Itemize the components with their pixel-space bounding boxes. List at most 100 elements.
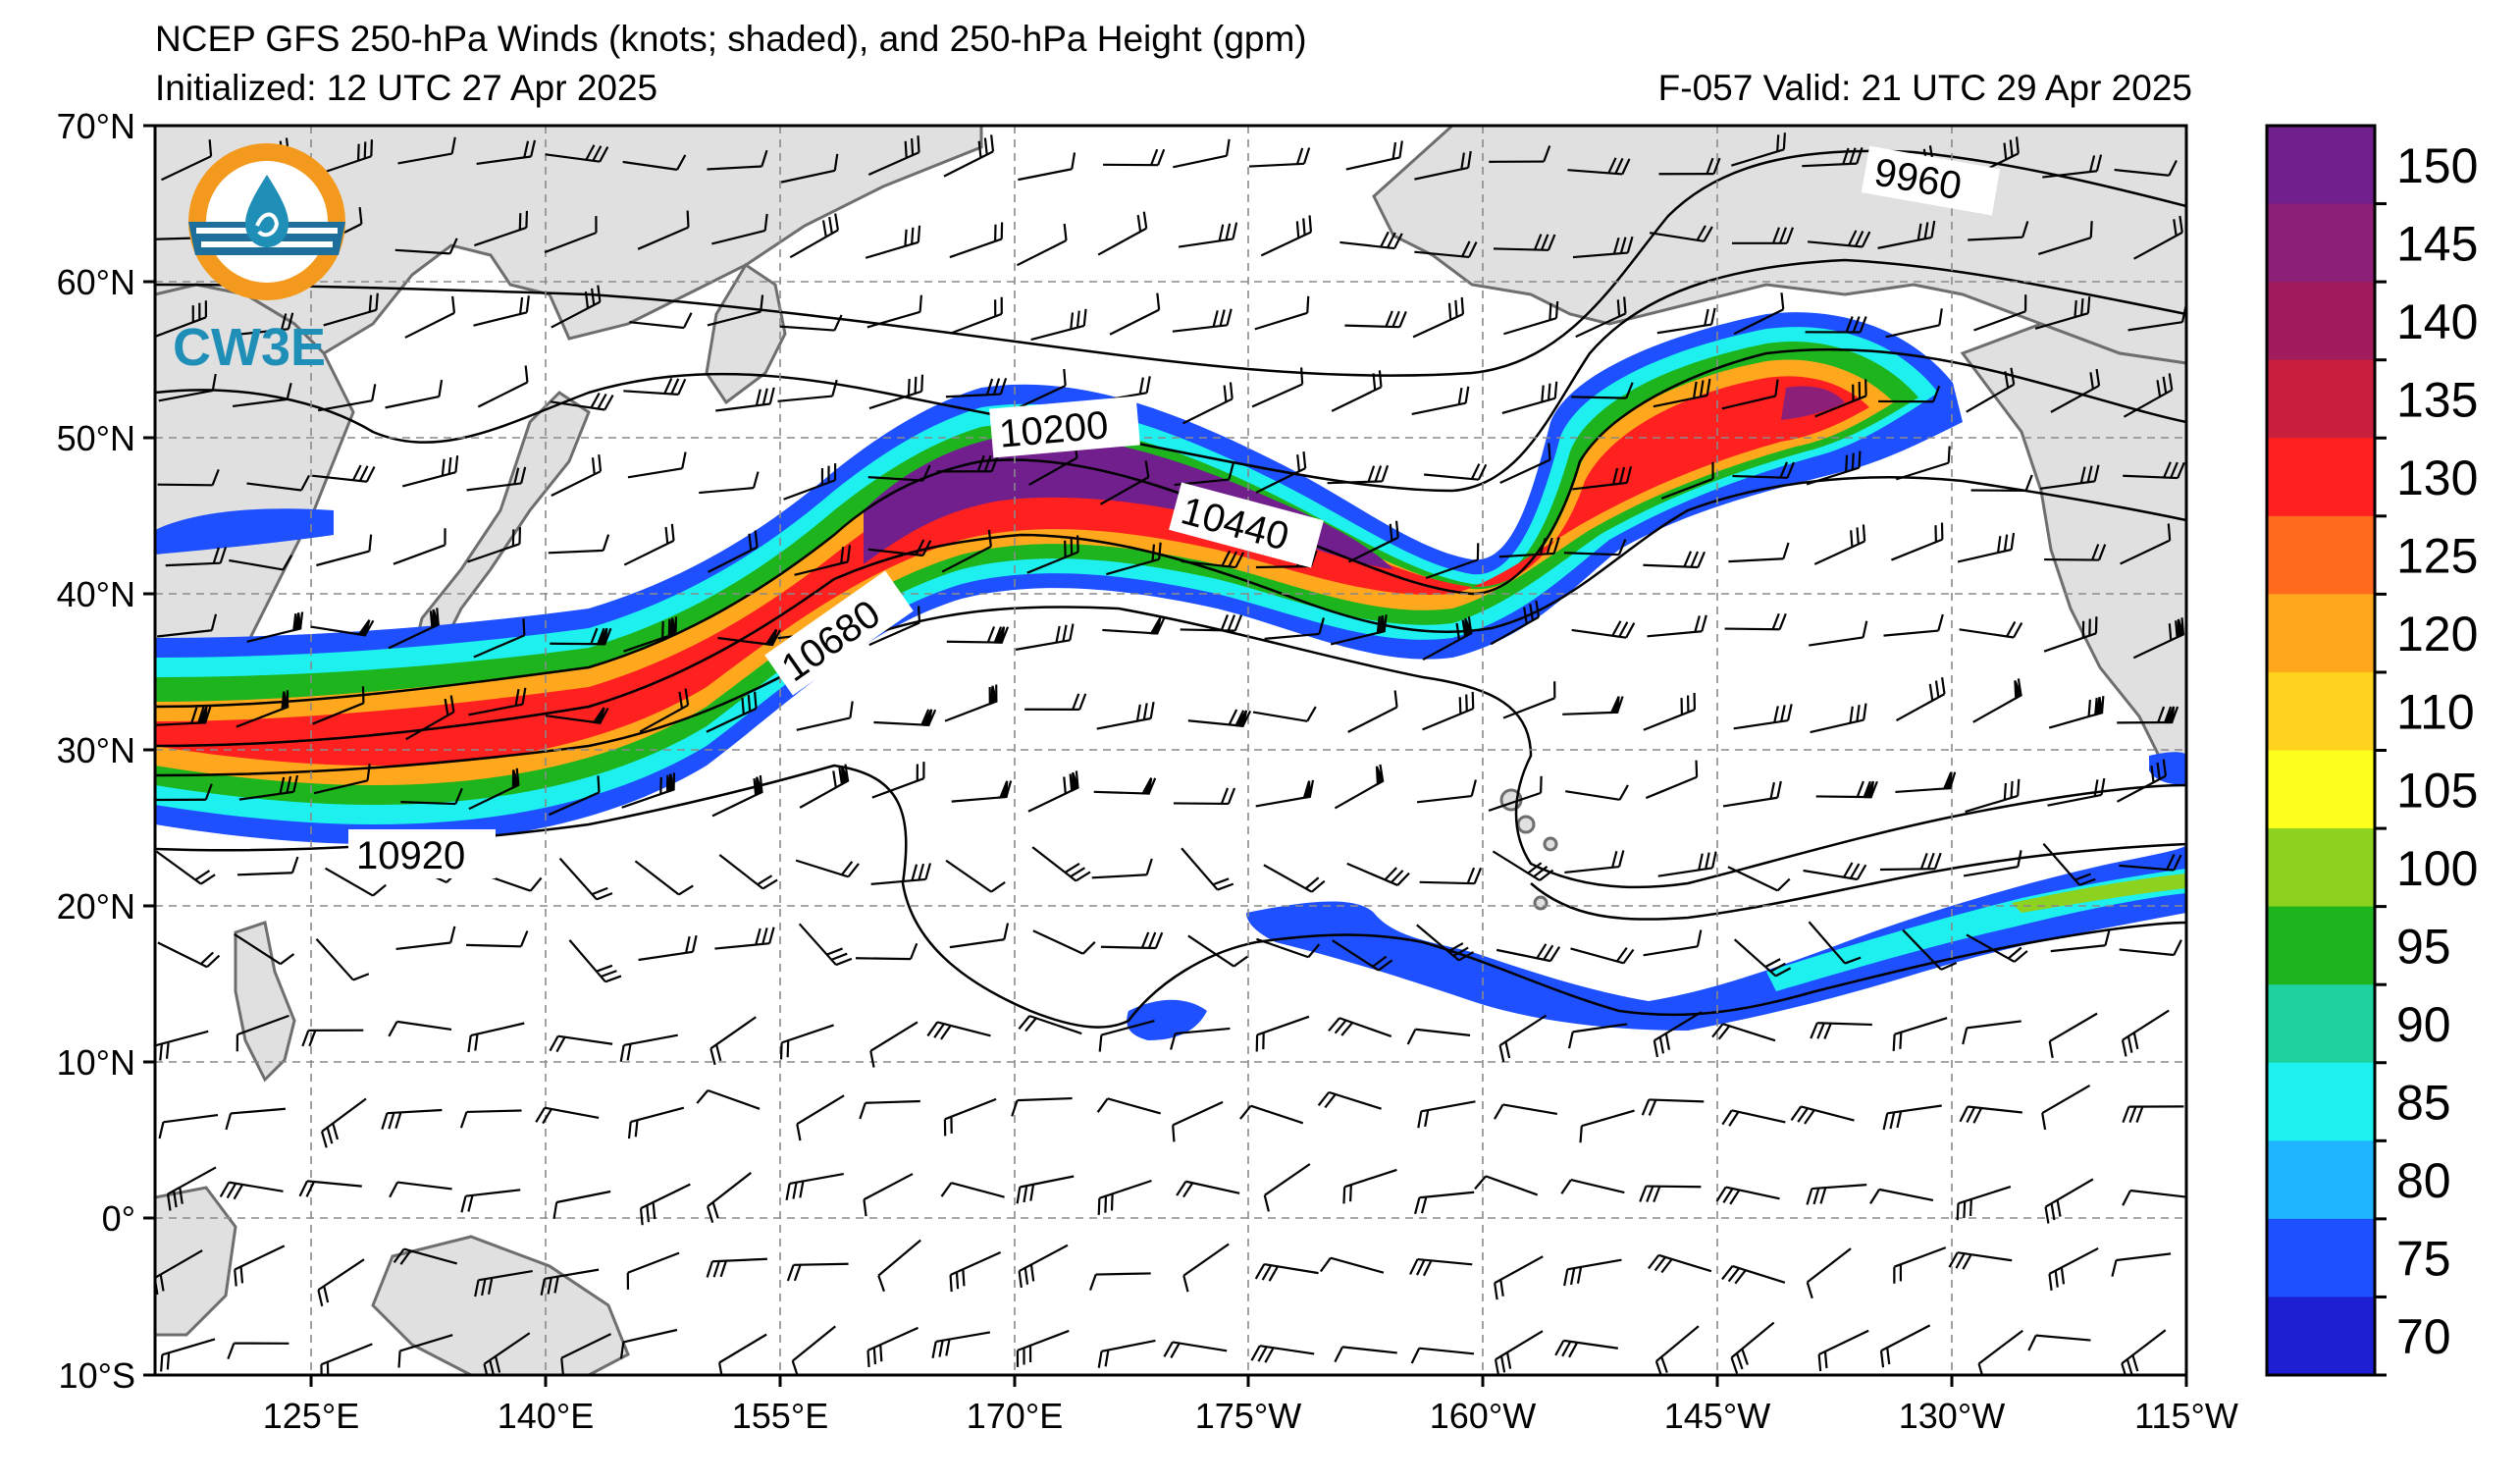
wind-barb [877,1239,921,1293]
wind-barb [1011,1096,1073,1117]
wind-barb [157,468,220,487]
colorbar-swatch [2267,1062,2375,1141]
wind-barb [301,1029,364,1047]
wind-barb [1733,292,1785,336]
lon-label: 140°E [498,1396,594,1436]
wind-barb [1416,924,1475,962]
wind-barb [1239,1104,1304,1125]
wind-barb [1494,1103,1557,1120]
wind-barb [1972,678,2022,723]
wind-barb [1647,614,1707,638]
lat-labels: 70°N 60°N 50°N 40°N 30°N 20°N 10°N 0° 10… [57,106,135,1396]
wind-barb [2121,1009,2170,1057]
wind-barb [1099,460,1150,505]
wind-barb [1643,692,1697,731]
init-time: Initialized: 12 UTC 27 Apr 2025 [155,68,658,108]
wind-barb [1334,1346,1397,1363]
wind-barb [619,1328,678,1359]
colorbar-label: 75 [2396,1232,2451,1287]
wind-barb [1490,600,1541,646]
wind-barb [467,527,522,563]
colorbar-swatch [2267,126,2375,205]
wind-barb [2048,1012,2098,1058]
wind-barb [229,555,293,571]
wind-barb [540,1268,600,1296]
wind-barb [1494,1330,1544,1375]
wind-barb [780,153,839,184]
wind-barb [404,295,456,339]
wind-barb [568,939,622,983]
wind-barb [160,1338,216,1372]
wind-barb [949,923,1010,949]
wind-barb [1891,522,1944,561]
contour-label-10200: 10200 [998,403,1111,456]
wind-barb [637,210,690,250]
wind-barb [943,1097,997,1137]
wind-barb [385,379,444,409]
colorbar-swatch [2267,282,2375,361]
wind-barb [389,1181,452,1198]
wind-barb [1489,145,1551,163]
wind-barb [1571,620,1636,639]
wind-barb [316,534,373,567]
wind-barb [707,1172,752,1223]
colorbar-label: 120 [2396,607,2478,662]
wind-barb [1959,620,2023,639]
wind-barb [1657,851,1717,877]
wind-barb [706,691,758,733]
wind-barb [551,454,603,497]
colorbar-swatch [2267,1297,2375,1376]
wind-barb [468,768,520,811]
wind-barb [871,762,925,799]
wind-barb [2123,461,2185,480]
wind-barb [2050,928,2111,953]
wind-barb [1016,223,1068,267]
wind-barb [1645,760,1699,800]
wind-barb [232,383,292,408]
wind-barb [1813,524,1866,565]
wind-barb [1018,1015,1082,1035]
wind-barb [1319,1256,1385,1274]
wind-barb [638,934,698,962]
wind-barb [1260,215,1313,257]
wind-barb [867,135,920,176]
map-title: NCEP GFS 250-hPa Winds (knots; shaded), … [155,19,1307,59]
wind-barb [795,859,860,878]
wind-barb [2050,368,2101,413]
wind-barb [2044,544,2107,561]
wind-barb [157,613,218,638]
wind-barb [627,1106,685,1139]
wind-barb [1098,1019,1155,1052]
lat-label: 40°N [57,574,135,614]
wind-barb [623,523,675,566]
wind-barb [2040,464,2100,490]
wind-barb [1902,928,1958,971]
lat-label: 60°N [57,262,135,302]
wind-barb [796,701,854,731]
wind-barb [1181,550,1245,569]
wind-barb [717,1333,767,1375]
wind-barb [1018,152,1076,182]
wind-barb [1317,1090,1382,1110]
wind-barb [1331,370,1383,412]
wind-barb [548,534,610,555]
wind-barb [623,377,687,397]
wind-barb [2027,1334,2091,1351]
wind-barb [779,314,843,332]
wind-barb [1492,850,1554,881]
wind-barb [714,927,775,950]
lon-label: 160°W [1430,1396,1536,1436]
wind-barb [1422,691,1475,731]
wind-barb [1182,1243,1230,1293]
wind-barb [706,1257,767,1278]
wind-barb [855,942,919,961]
wind-barb [473,295,530,327]
wind-barb [1173,138,1231,169]
wind-barb [1414,240,1478,259]
wind-barb [1715,1186,1780,1205]
wind-barb [1409,1257,1473,1277]
wind-barb [2122,1189,2185,1206]
wind-barb [1015,368,1067,410]
wind-barb [2042,842,2096,886]
wind-barb [866,294,922,329]
